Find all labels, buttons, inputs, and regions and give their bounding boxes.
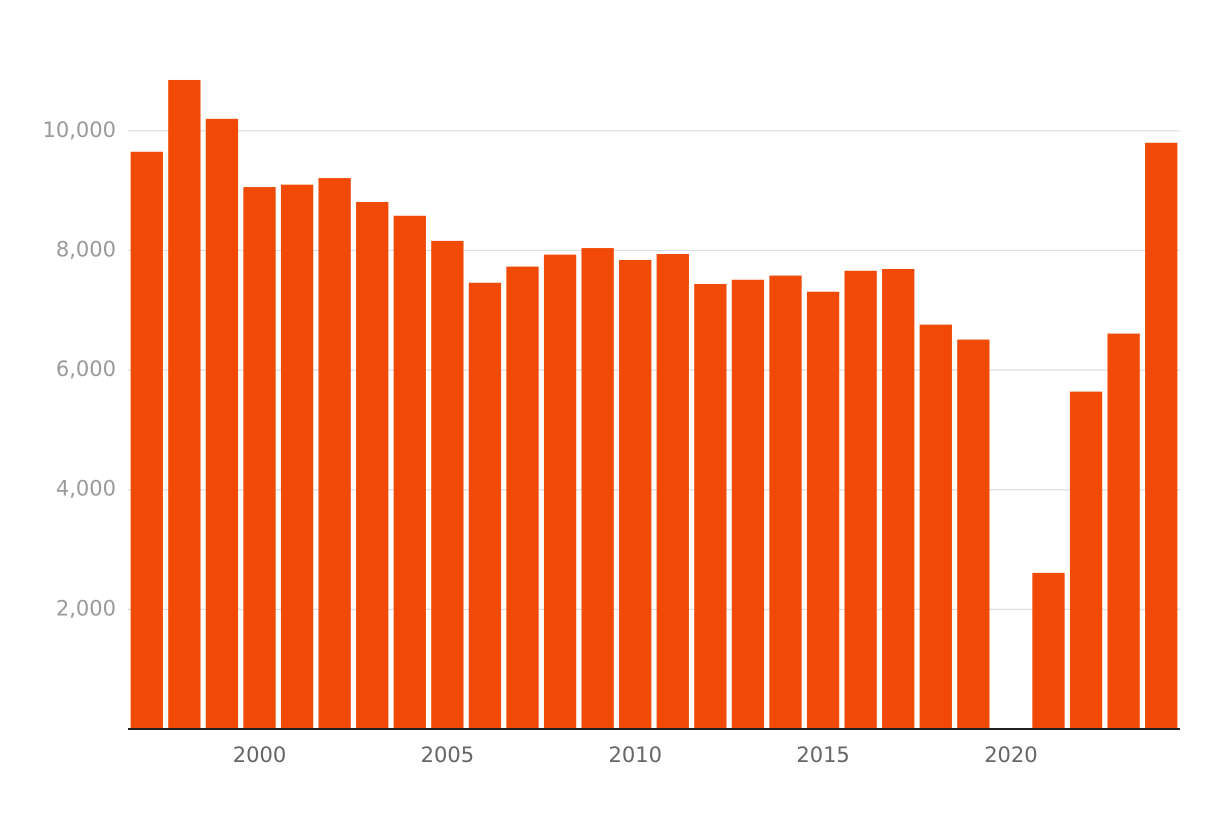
- bar: [205, 118, 239, 729]
- y-tick-label: 6,000: [56, 357, 116, 381]
- y-tick-label: 2,000: [56, 596, 116, 620]
- bar: [619, 260, 652, 729]
- y-tick-label: 4,000: [56, 477, 116, 501]
- x-tick-label: 2005: [421, 743, 474, 767]
- bar: [694, 283, 727, 729]
- bar: [581, 248, 614, 729]
- x-tick-label: 2015: [796, 743, 849, 767]
- bar: [882, 268, 915, 729]
- bar: [957, 339, 990, 729]
- bar: [919, 324, 952, 729]
- bar: [1032, 572, 1065, 729]
- bar: [844, 270, 877, 729]
- x-tick-label: 2000: [233, 743, 286, 767]
- bar: [280, 184, 314, 729]
- x-tick-label: 2020: [984, 743, 1037, 767]
- bar: [656, 254, 689, 729]
- bar: [243, 187, 276, 730]
- bar: [468, 282, 502, 729]
- bar: [1069, 391, 1103, 729]
- bar: [769, 275, 802, 729]
- bar: [356, 202, 389, 729]
- bar: [318, 178, 351, 730]
- bar: [731, 279, 765, 729]
- x-tick-label: 2010: [608, 743, 661, 767]
- bar: [543, 254, 577, 729]
- bar: [506, 266, 539, 729]
- bar: [393, 215, 426, 729]
- bar: [806, 291, 840, 729]
- bar: [1145, 142, 1178, 730]
- bar: [168, 79, 201, 730]
- bar: [431, 240, 464, 729]
- bar: [1107, 333, 1140, 729]
- y-tick-label: 8,000: [56, 237, 116, 261]
- y-tick-label: 10,000: [43, 118, 116, 142]
- bar: [130, 151, 163, 730]
